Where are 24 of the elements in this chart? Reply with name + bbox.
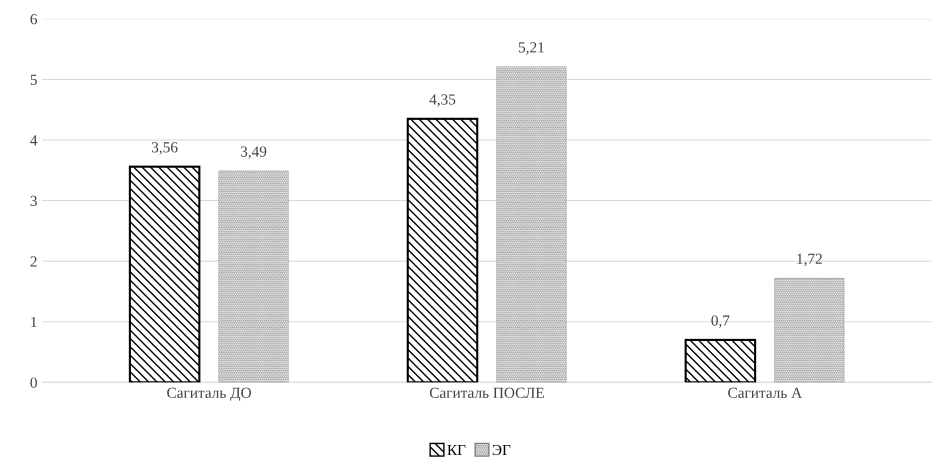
y-tick-label: 2 [30,256,37,266]
data-label: 4,35 [429,94,456,107]
data-label: 0,7 [711,315,730,328]
y-tick-label: 3 [30,196,37,206]
data-label: 3,49 [240,146,266,159]
y-tick-label: 6 [30,14,38,24]
bar [684,338,756,382]
data-label: 1,72 [797,254,822,266]
bar [406,118,478,382]
x-tick-label: Сагиталь ПОСЛЕ [430,388,544,398]
y-tick-label: 1 [31,316,37,328]
bar [218,170,288,382]
legend-label: КГ [447,444,466,455]
y-tick-label: 4 [30,135,38,146]
x-tick-label: Сагиталь ДО [167,388,251,402]
bar [496,66,566,382]
x-tick-label: Сагиталь А [728,388,802,398]
y-tick-label: 5 [30,74,37,85]
legend-label: ЭГ [492,444,510,456]
data-label: 3,56 [152,142,178,155]
bar [774,278,844,382]
data-label: 5,21 [518,42,544,55]
bar [128,166,200,382]
y-tick-label: 0 [30,377,37,388]
